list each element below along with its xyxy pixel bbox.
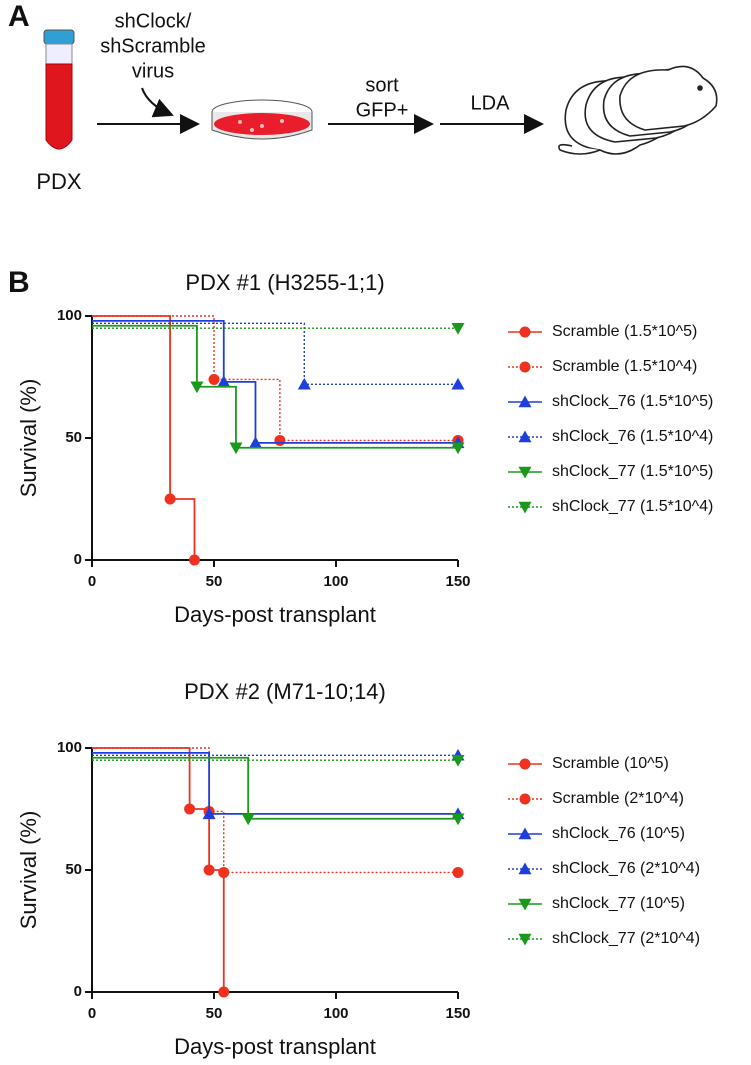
legend-swatch: [519, 361, 531, 373]
legend-swatch: [519, 758, 531, 770]
event-marker: [218, 986, 230, 998]
legend-swatch: [518, 430, 532, 443]
y-tick-label: 0: [74, 551, 82, 568]
event-marker: [452, 866, 464, 878]
y-tick-label: 0: [74, 983, 82, 1000]
x-tick-label: 150: [445, 1005, 470, 1022]
event-marker: [202, 807, 216, 820]
event-marker: [229, 442, 243, 455]
legend-swatch: [518, 827, 532, 840]
virus-label: shScramble: [100, 35, 206, 57]
x-tick-label: 100: [323, 573, 348, 590]
event-marker: [297, 377, 311, 390]
arrow: [141, 87, 174, 118]
virus-label: virus: [132, 60, 174, 82]
x-tick-label: 0: [88, 573, 96, 590]
event-marker: [451, 813, 465, 826]
survival-curve: [92, 315, 196, 560]
x-tick-label: 0: [88, 1005, 96, 1022]
chart-title: PDX #1 (H3255-1;1): [185, 270, 384, 295]
legend-swatch: [518, 501, 532, 514]
event-marker: [217, 375, 231, 388]
legend-swatch: [518, 898, 532, 911]
event-marker: [190, 381, 204, 394]
x-tick-label: 150: [445, 573, 470, 590]
legend-label: shClock_77 (10^5): [552, 895, 685, 912]
legend-swatch: [519, 793, 531, 805]
survival-curve: [92, 319, 458, 444]
event-marker: [274, 434, 286, 446]
x-tick-label: 50: [206, 573, 223, 590]
x-axis-label: Days-post transplant: [174, 602, 376, 627]
survival-curve: [92, 322, 458, 386]
event-marker: [451, 323, 465, 335]
y-axis-label: Survival (%): [16, 379, 41, 498]
event-marker: [451, 755, 465, 767]
legend-label: shClock_77 (1.5*10^5): [552, 463, 713, 480]
legend-label: shClock_77 (2*10^4): [552, 930, 700, 947]
event-marker: [248, 436, 262, 449]
legend-swatch: [519, 326, 531, 338]
survival-curve: [92, 315, 458, 442]
legend-label: Scramble (1.5*10^4): [552, 358, 697, 375]
legend-label: shClock_76 (2*10^4): [552, 860, 700, 877]
mice: [558, 65, 718, 155]
event-marker: [451, 442, 465, 455]
event-marker: [451, 377, 465, 390]
assay-label: LDA: [471, 92, 511, 114]
dish: [211, 99, 313, 140]
survival-curve: [92, 751, 458, 815]
x-tick-label: 100: [323, 1005, 348, 1022]
event-marker: [208, 373, 220, 385]
legend-label: shClock_77 (1.5*10^4): [552, 498, 713, 515]
survival-curve: [92, 324, 458, 449]
legend-label: shClock_76 (10^5): [552, 825, 685, 842]
y-tick-label: 50: [65, 861, 82, 878]
legend-swatch: [518, 862, 532, 875]
legend-swatch: [518, 933, 532, 946]
x-axis-label: Days-post transplant: [174, 1034, 376, 1059]
panel-label: A: [8, 0, 30, 33]
x-tick-label: 50: [206, 1005, 223, 1022]
legend-label: Scramble (10^5): [552, 755, 669, 772]
survival-curve: [92, 756, 458, 820]
panel-label: B: [8, 266, 30, 299]
chart-title: PDX #2 (M71-10;14): [184, 679, 386, 704]
survival-curve: [92, 747, 458, 874]
sort-label: sort: [365, 74, 399, 96]
event-marker: [164, 493, 176, 505]
y-tick-label: 100: [57, 307, 82, 324]
legend-label: Scramble (1.5*10^5): [552, 323, 697, 340]
event-marker: [184, 803, 196, 815]
legend-label: shClock_76 (1.5*10^4): [552, 428, 713, 445]
virus-label: shClock/: [115, 10, 192, 32]
event-marker: [241, 813, 255, 826]
legend-label: shClock_76 (1.5*10^5): [552, 393, 713, 410]
legend-swatch: [518, 395, 532, 408]
y-tick-label: 100: [57, 739, 82, 756]
source-label: PDX: [36, 169, 82, 194]
sort-label: GFP+: [356, 99, 409, 121]
event-marker: [218, 866, 230, 878]
legend-swatch: [518, 466, 532, 479]
legend-label: Scramble (2*10^4): [552, 790, 684, 807]
event-marker: [188, 554, 200, 566]
y-axis-label: Survival (%): [16, 811, 41, 930]
y-tick-label: 50: [65, 429, 82, 446]
event-marker: [203, 864, 215, 876]
tube: [43, 29, 75, 150]
